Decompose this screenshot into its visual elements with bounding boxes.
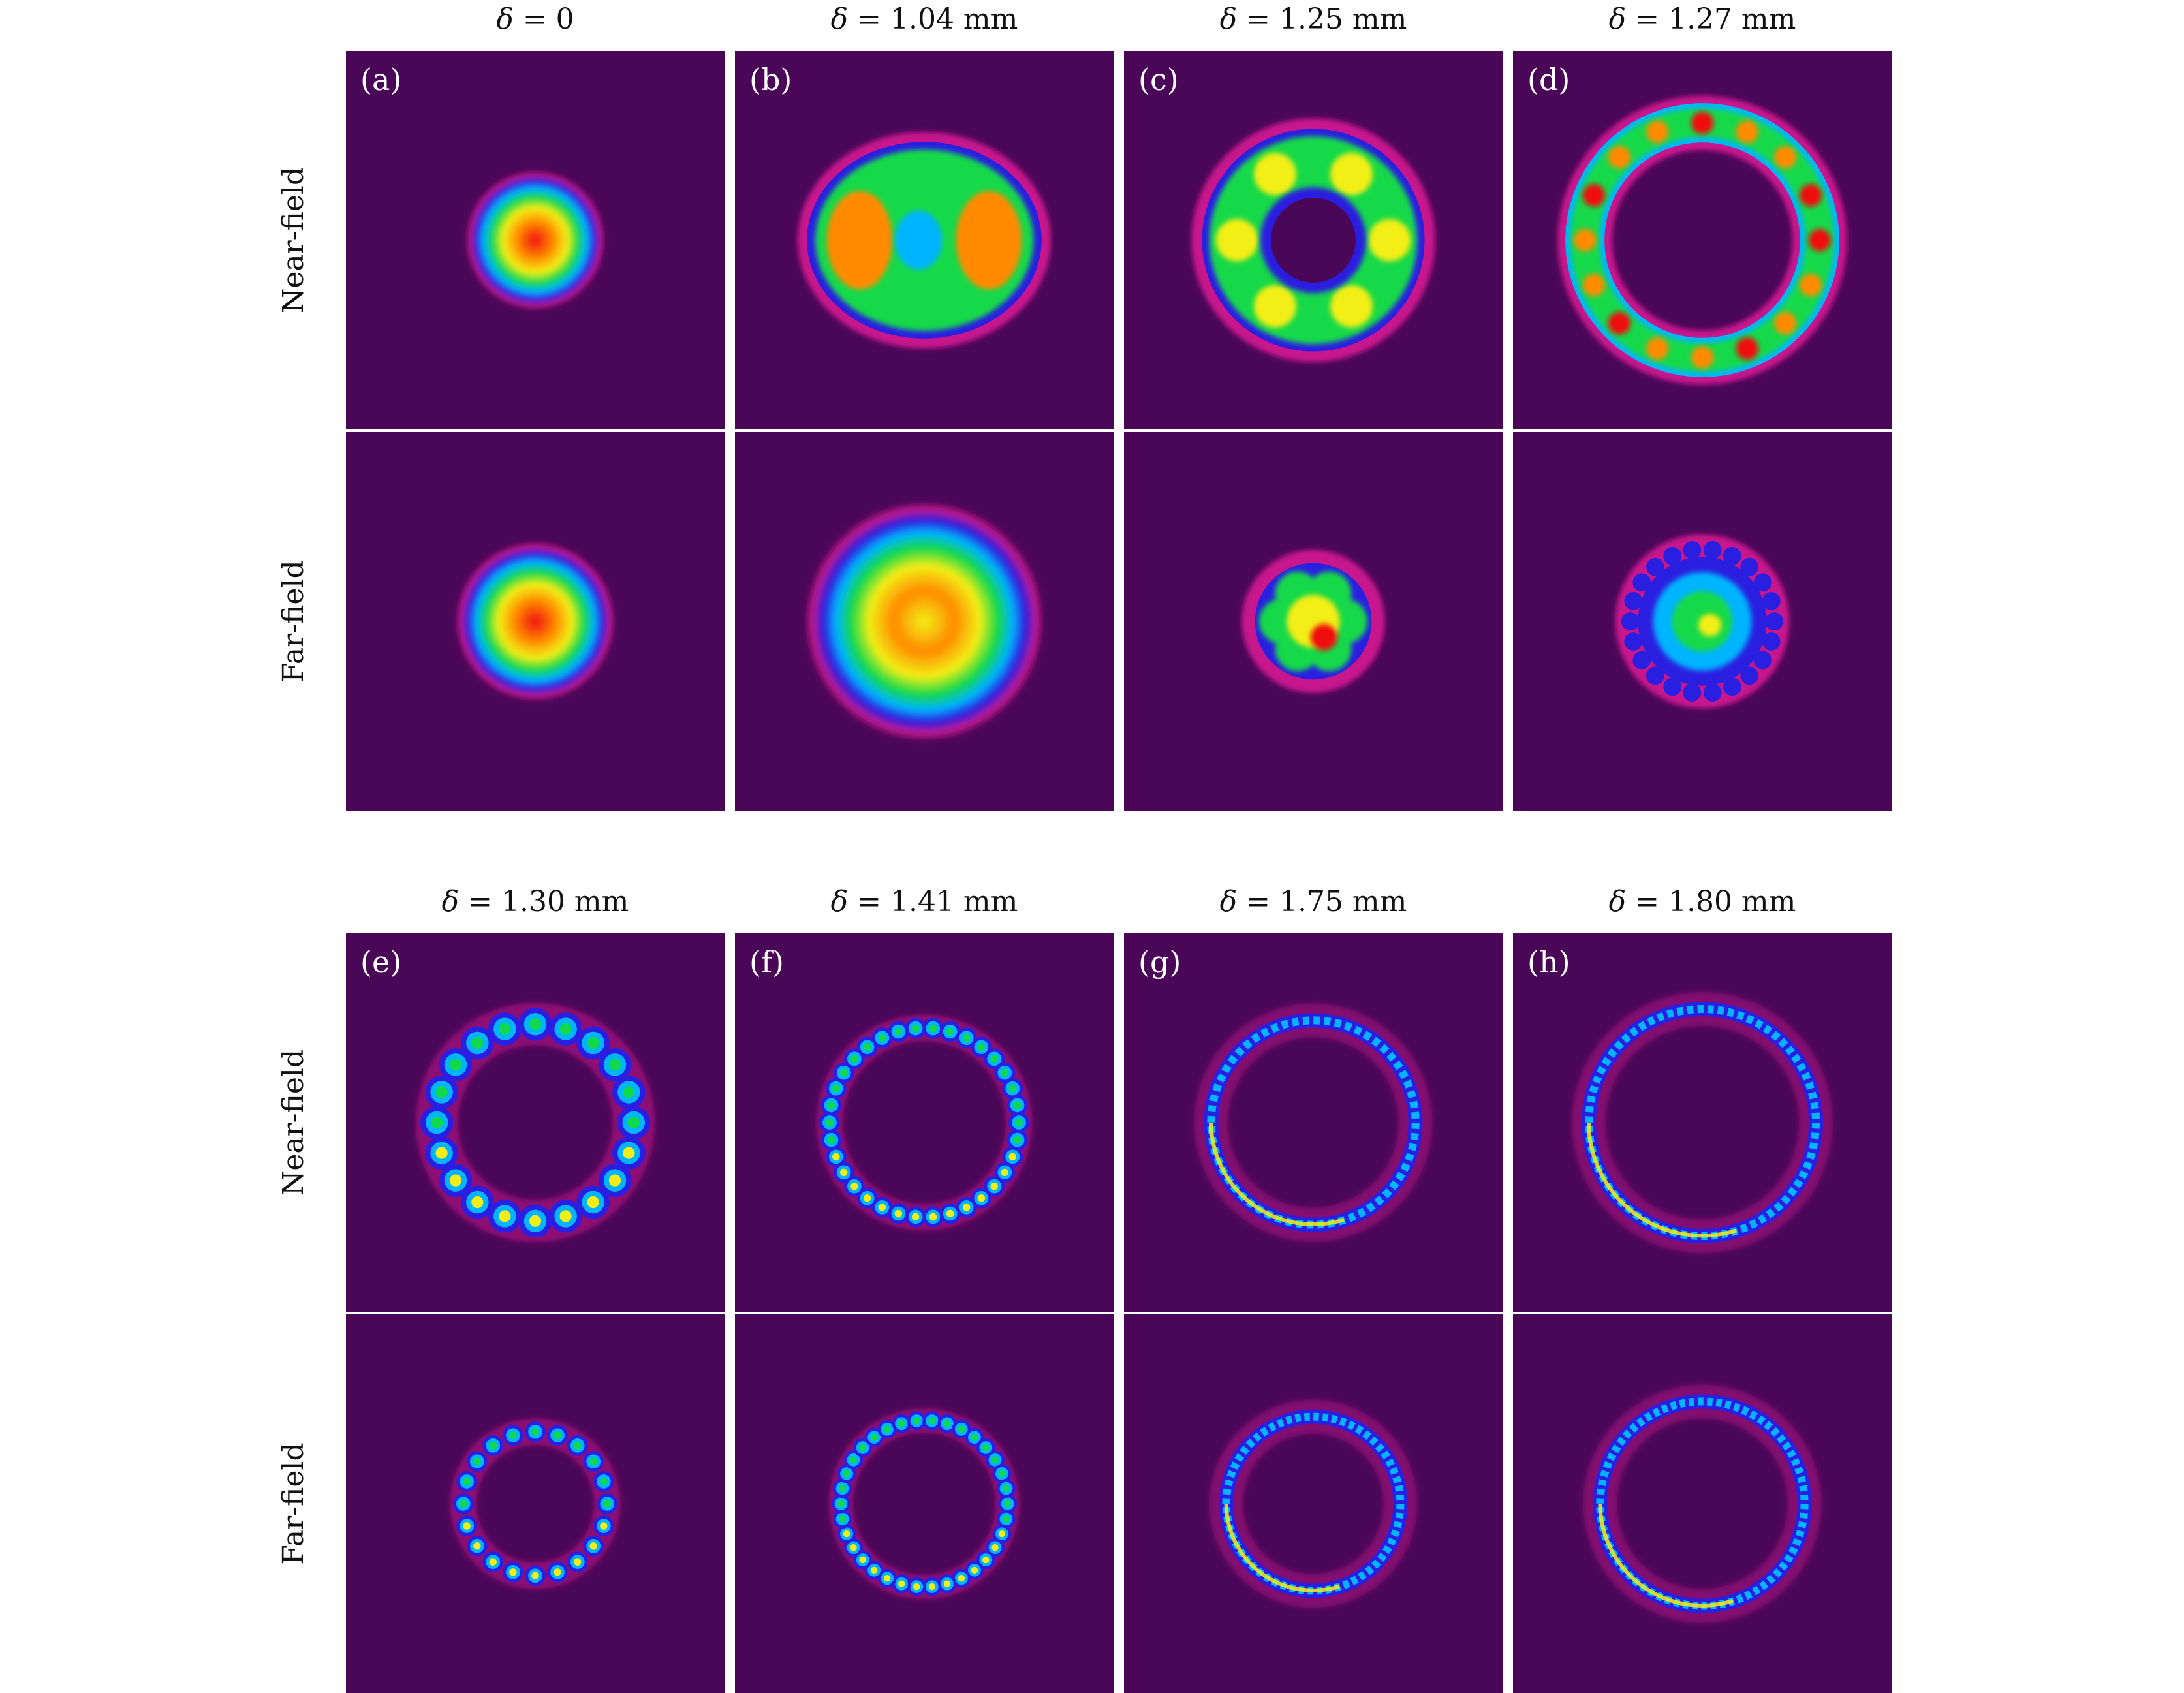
column-title: δ = 1.30 mm: [346, 882, 725, 922]
intensity-image: [415, 1002, 655, 1243]
beam-pattern: [453, 539, 617, 704]
delta-value: = 1.30 mm: [459, 885, 629, 918]
beam-pattern: [415, 1002, 655, 1243]
delta-value: = 1.04 mm: [848, 3, 1018, 36]
intensity-image: [453, 539, 617, 704]
delta-symbol: δ: [1219, 885, 1238, 918]
beam-pattern: [1194, 1003, 1433, 1242]
delta-symbol: δ: [496, 3, 514, 36]
intensity-image: [1191, 118, 1435, 362]
row-label: Near-field: [277, 1049, 310, 1196]
delta-value: = 1.27 mm: [1626, 3, 1796, 36]
beam-pattern: [797, 132, 1052, 349]
column-title: δ = 0: [346, 0, 725, 39]
beam-pattern: [802, 499, 1047, 744]
beam-pattern: [1615, 534, 1790, 709]
panel-letter: (d): [1527, 62, 1570, 97]
column-title: δ = 1.25 mm: [1124, 0, 1503, 39]
intensity-image: [1583, 1384, 1822, 1623]
panel-letter: (c): [1138, 62, 1179, 97]
beam-pattern: [1241, 550, 1385, 693]
beam-pattern: [463, 168, 607, 312]
delta-symbol: δ: [830, 885, 849, 918]
far-field-panel: [735, 432, 1114, 811]
far-field-panel: [346, 432, 725, 811]
panel-letter: (e): [360, 944, 402, 980]
far-field-panel: [1124, 1314, 1503, 1693]
intensity-image: [797, 132, 1052, 349]
intensity-image: [828, 1408, 1020, 1600]
far-field-panel: [735, 1314, 1114, 1693]
delta-symbol: δ: [1608, 3, 1627, 36]
near-field-panel: (d): [1513, 51, 1892, 429]
delta-symbol: δ: [1219, 3, 1238, 36]
intensity-image: [463, 168, 607, 312]
near-field-panel: (c): [1124, 51, 1503, 429]
near-field-panel: (e): [346, 933, 725, 1312]
intensity-image: [1194, 1003, 1433, 1242]
near-field-panel: (f): [735, 933, 1114, 1312]
intensity-image: [802, 499, 1047, 744]
beam-pattern: [816, 1014, 1033, 1231]
near-field-panel: (g): [1124, 933, 1503, 1312]
intensity-image: [450, 1418, 621, 1589]
delta-value: = 1.25 mm: [1237, 3, 1407, 36]
beam-pattern: [1572, 992, 1833, 1253]
beam-pattern: [450, 1418, 621, 1589]
far-field-panel: [1124, 432, 1503, 811]
column-title: δ = 1.04 mm: [735, 0, 1114, 39]
panel-letter: (h): [1527, 944, 1570, 980]
delta-symbol: δ: [1608, 885, 1627, 918]
intensity-image: [1241, 550, 1385, 693]
column-title: δ = 1.41 mm: [735, 882, 1114, 922]
panel-letter: (f): [749, 944, 784, 980]
intensity-image: [1209, 1399, 1418, 1608]
beam-pattern: [1583, 1384, 1822, 1623]
near-field-panel: (b): [735, 51, 1114, 429]
far-field-panel: [1513, 1314, 1892, 1693]
far-field-panel: [346, 1314, 725, 1693]
delta-value: = 1.75 mm: [1237, 885, 1407, 918]
delta-value: = 0: [513, 3, 574, 36]
intensity-image: [816, 1014, 1033, 1231]
row-label: Near-field: [277, 166, 310, 314]
column-title: δ = 1.27 mm: [1513, 0, 1892, 39]
delta-symbol: δ: [830, 3, 849, 36]
intensity-image: [1572, 992, 1833, 1253]
far-field-panel: [1513, 432, 1892, 811]
beam-pattern: [1191, 118, 1435, 362]
delta-value: = 1.80 mm: [1626, 885, 1796, 918]
panel-letter: (a): [360, 62, 402, 97]
row-label: Far-field: [277, 1442, 310, 1565]
panel-letter: (b): [749, 62, 792, 97]
near-field-panel: (h): [1513, 933, 1892, 1312]
column-title: δ = 1.80 mm: [1513, 882, 1892, 922]
beam-pattern: [1209, 1399, 1418, 1608]
row-label: Far-field: [277, 560, 310, 683]
intensity-image: [1615, 534, 1790, 709]
beam-pattern: [828, 1408, 1020, 1600]
beam-pattern: [1557, 95, 1847, 385]
panel-letter: (g): [1138, 944, 1181, 980]
delta-symbol: δ: [441, 885, 460, 918]
column-title: δ = 1.75 mm: [1124, 882, 1503, 922]
near-field-panel: (a): [346, 51, 725, 429]
delta-value: = 1.41 mm: [848, 885, 1018, 918]
intensity-image: [1557, 95, 1847, 385]
